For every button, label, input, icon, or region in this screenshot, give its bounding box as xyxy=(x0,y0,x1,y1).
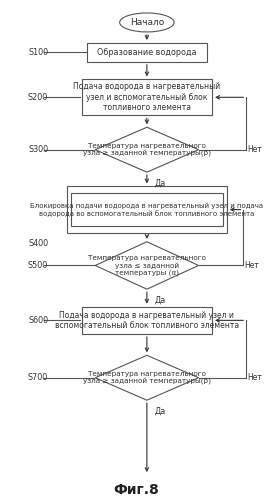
Text: S100: S100 xyxy=(28,48,48,57)
Text: Начало: Начало xyxy=(130,18,164,27)
Text: Да: Да xyxy=(155,407,166,416)
Text: S700: S700 xyxy=(28,373,48,382)
Bar xyxy=(67,187,227,233)
Text: Подача водорода в нагревательный
узел и вспомогательный блок
топливного элемента: Подача водорода в нагревательный узел и … xyxy=(73,82,220,112)
Bar xyxy=(87,43,207,62)
Text: Температура нагревательного
узла ≥ заданной температуры(β): Температура нагревательного узла ≥ задан… xyxy=(83,143,211,157)
Text: Температура нагревательного
узла ≥ заданной температуры(β): Температура нагревательного узла ≥ задан… xyxy=(83,371,211,385)
Text: Нет: Нет xyxy=(245,261,259,270)
Text: S400: S400 xyxy=(28,239,48,248)
Text: Блокировка подачи водорода в нагревательный узел и подача
водорода во вспомогате: Блокировка подачи водорода в нагреватель… xyxy=(30,202,264,217)
Text: Нет: Нет xyxy=(248,145,262,154)
Bar xyxy=(82,306,212,334)
Text: Фиг.8: Фиг.8 xyxy=(113,483,159,497)
Text: S500: S500 xyxy=(28,261,48,270)
Text: S200: S200 xyxy=(28,93,48,102)
Text: Подача водорода в нагревательный узел и
вспомогательный блок топливного элемента: Подача водорода в нагревательный узел и … xyxy=(55,311,239,330)
Bar xyxy=(71,193,223,226)
Text: Температура нагревательного
узла ≤ заданной
температуры (α): Температура нагревательного узла ≤ задан… xyxy=(88,255,206,276)
Bar xyxy=(82,79,212,115)
Text: Нет: Нет xyxy=(248,373,262,382)
Text: Да: Да xyxy=(155,295,166,305)
Text: S600: S600 xyxy=(28,316,48,325)
Text: Да: Да xyxy=(155,179,166,188)
Text: S300: S300 xyxy=(28,145,48,154)
Text: Образование водорода: Образование водорода xyxy=(97,48,197,57)
